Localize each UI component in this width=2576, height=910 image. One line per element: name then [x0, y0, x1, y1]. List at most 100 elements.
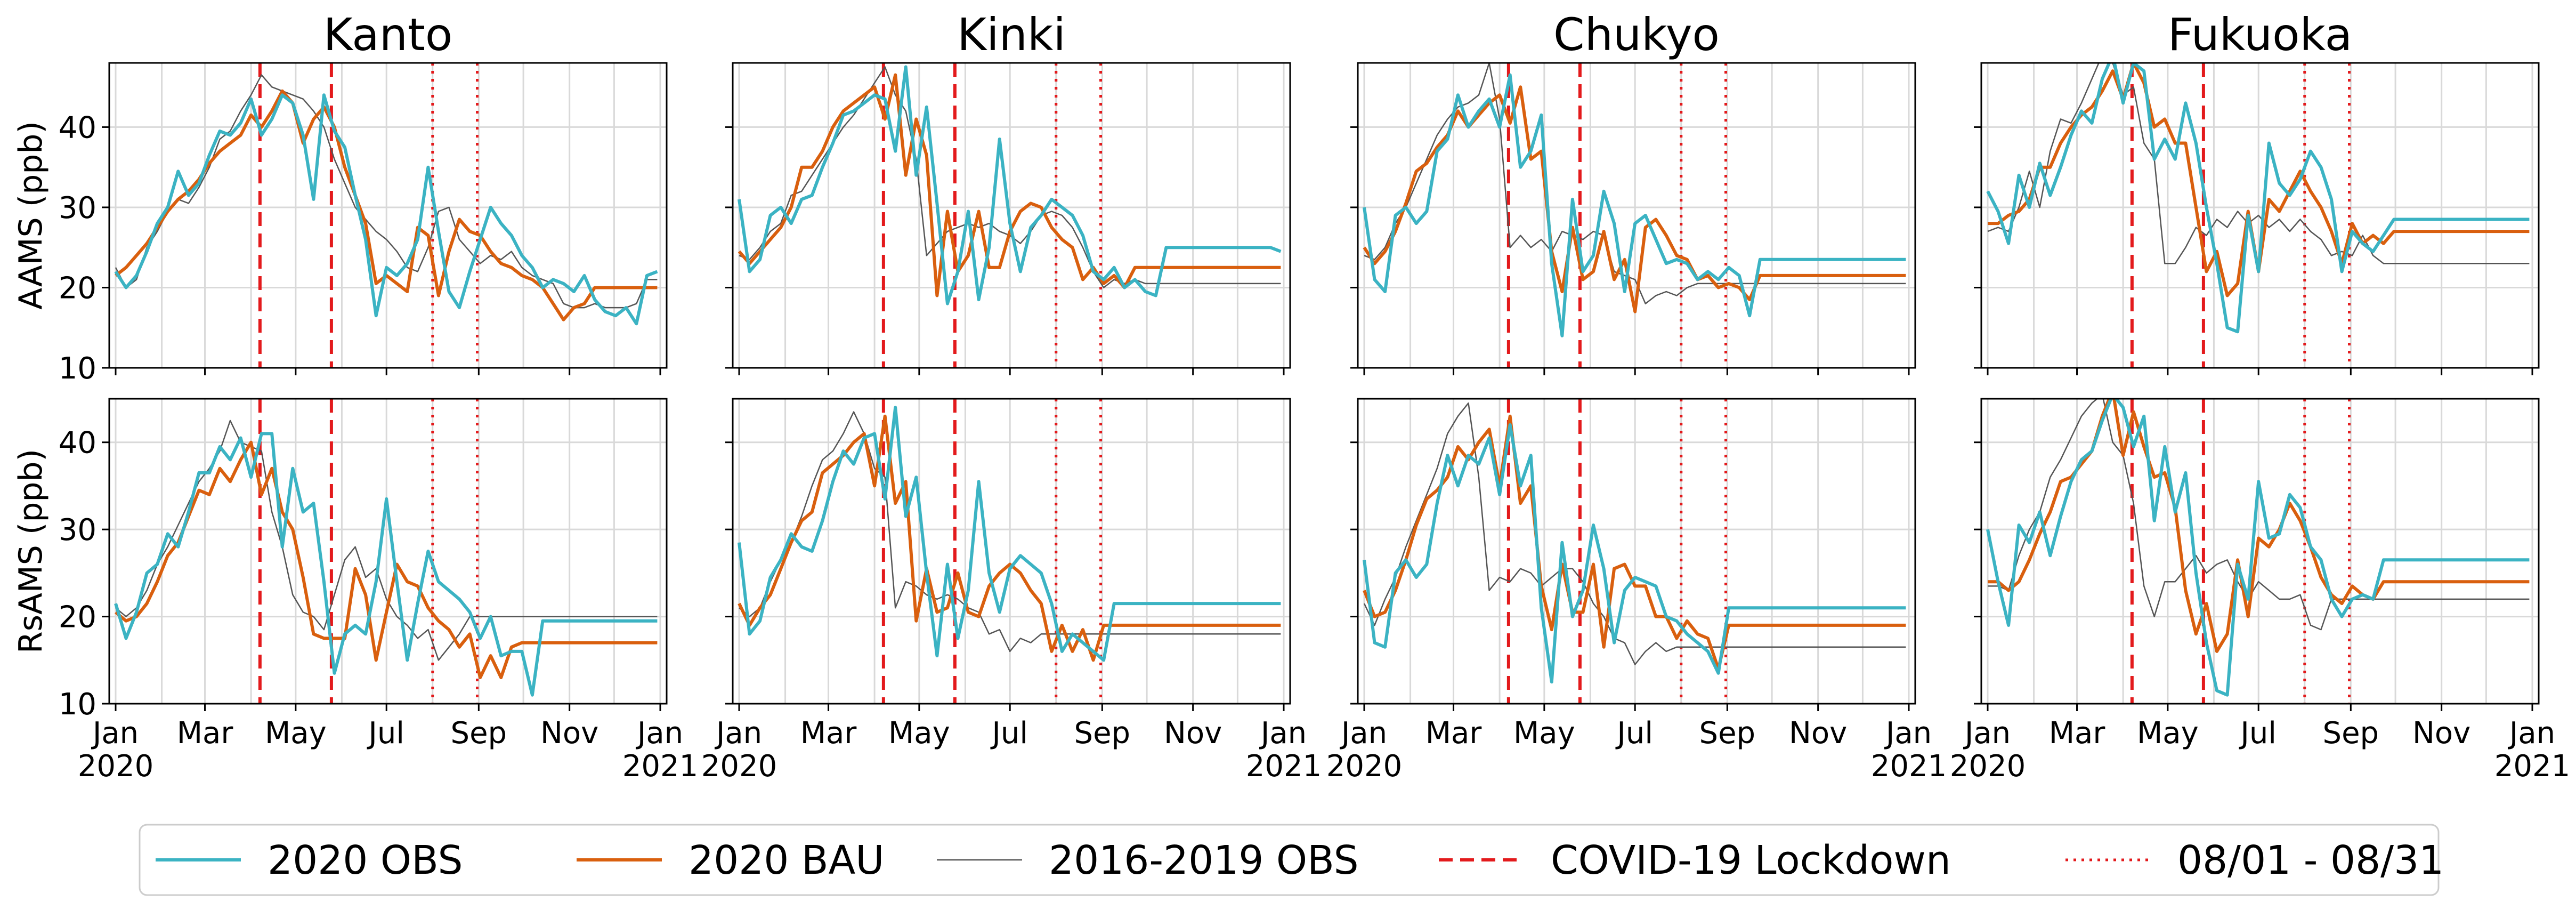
reference-lines [1506, 399, 1728, 704]
reference-lines [2130, 399, 2351, 704]
panel-3: Fukuoka [1974, 9, 2540, 375]
x-tick-label: Mar [1425, 716, 1483, 751]
legend-label: 2016-2019 OBS [1049, 837, 1359, 883]
panel-0: 10 20 30 40 AAMS (ppb) Kanto [12, 9, 668, 386]
series-line-2020-obs [114, 93, 658, 326]
series-line-2016-2019-obs [1988, 399, 2530, 631]
panel-frame [1980, 398, 2540, 705]
y-tick-label: 10 [59, 351, 96, 386]
y-axis-label: AAMS (ppb) [12, 121, 50, 310]
legend-label: 08/01 - 08/31 [2177, 837, 2444, 883]
panels: 10 20 30 40 AAMS (ppb) Kanto Kinki Chukyo Fukuok… [12, 9, 2570, 784]
legend-label: 2020 BAU [688, 837, 884, 883]
series-line-2016-2019-obs [1363, 402, 1906, 665]
x-tick-sublabel: 2020 [1950, 749, 2026, 784]
series-line-2016-2019-obs [1987, 63, 2530, 264]
x-tick-label: Sep [2323, 716, 2379, 751]
reference-lines [881, 399, 1103, 704]
panel-title: Kanto [323, 9, 453, 61]
series [114, 420, 658, 697]
x-tick-label: Mar [800, 716, 857, 751]
x-tick-label: Jan [1884, 716, 1932, 751]
y-tick-label: 30 [59, 513, 96, 547]
x-tick-sublabel: 2021 [1246, 749, 1322, 784]
legend-item: 2020 OBS [156, 837, 463, 883]
x-tick-sublabel: 2020 [701, 749, 777, 784]
x-tick-label: Jan [2508, 716, 2555, 751]
y-tick-label: 40 [59, 110, 96, 145]
grid [109, 63, 667, 369]
series-line-2016-2019-obs [739, 411, 1281, 653]
x-tick-label: Jul [2239, 716, 2277, 751]
grid [733, 399, 1290, 705]
series-line-2020-obs [738, 406, 1281, 662]
x-tick-label: Jan [636, 716, 683, 751]
x-tick-label: Jul [990, 716, 1028, 751]
grid [109, 399, 667, 705]
series-line-2020-bau [115, 440, 658, 679]
panel-frame [732, 62, 1291, 369]
x-tick-label: May [1513, 716, 1575, 751]
x-tick-label: Nov [1789, 716, 1847, 751]
y-tick-label: 10 [59, 687, 96, 722]
x-tick-label: May [265, 716, 327, 751]
grid [1981, 63, 2539, 369]
x-tick-label: Sep [451, 716, 507, 751]
panel-frame [1357, 62, 1916, 369]
x-tick-label: Jan [1340, 716, 1387, 751]
series [738, 65, 1282, 305]
x-tick-label: Nov [2412, 716, 2470, 751]
x-tick-label: Nov [1164, 716, 1222, 751]
y-tick-label: 30 [59, 191, 96, 226]
x-tick-label: Jan [1259, 716, 1307, 751]
y-tick-label: 20 [59, 600, 96, 635]
series-line-2020-obs [738, 65, 1282, 305]
reference-lines [2130, 63, 2351, 368]
x-tick-label: Sep [1074, 716, 1131, 751]
series-line-2020-obs [1363, 73, 1906, 337]
panel-frame [732, 398, 1291, 705]
y-axis-label: RsAMS (ppb) [12, 449, 50, 654]
y-tick-label: 40 [59, 426, 96, 461]
x-tick-label: Jan [91, 716, 139, 751]
x-tick-sublabel: 2021 [622, 749, 699, 784]
x-tick-sublabel: 2021 [2494, 749, 2571, 784]
reference-lines [258, 63, 479, 368]
grid [1981, 399, 2539, 705]
series-line-2020-bau [738, 414, 1281, 662]
panel-1: Kinki [725, 9, 1291, 375]
series-line-2020-bau [1363, 414, 1906, 671]
x-tick-label: Jul [1615, 716, 1653, 751]
legend-label: 2020 OBS [268, 837, 463, 883]
grid [1358, 63, 1915, 369]
x-tick-sublabel: 2020 [1326, 749, 1403, 784]
series-line-2020-bau [738, 73, 1281, 297]
y-tick-label: 20 [59, 271, 96, 305]
series-line-2020-obs [114, 432, 658, 697]
series-line-2016-2019-obs [115, 74, 658, 309]
series-line-2020-bau [1363, 85, 1906, 313]
panel-title: Fukuoka [2168, 9, 2352, 61]
grid [1358, 399, 1915, 705]
legend-label: COVID-19 Lockdown [1551, 837, 1951, 883]
series-line-2020-obs [1986, 399, 2530, 697]
reference-lines [1506, 63, 1728, 368]
legend-item: 2020 BAU [577, 837, 884, 883]
legend-item: 08/01 - 08/31 [2065, 837, 2444, 883]
series [114, 74, 658, 326]
series-line-2020-obs [1986, 63, 2530, 334]
series [1363, 402, 1906, 684]
grid [733, 63, 1290, 369]
legend: 2020 OBS 2020 BAU 2016-2019 OBS COVID-19 Lo… [139, 824, 2444, 896]
legend-item: COVID-19 Lockdown [1439, 837, 1951, 883]
legend-item: 2016-2019 OBS [937, 837, 1359, 883]
panel-frame [1357, 398, 1916, 705]
panel-frame [108, 398, 668, 705]
legend-box [139, 824, 2440, 896]
x-tick-label: Jan [1963, 716, 2011, 751]
